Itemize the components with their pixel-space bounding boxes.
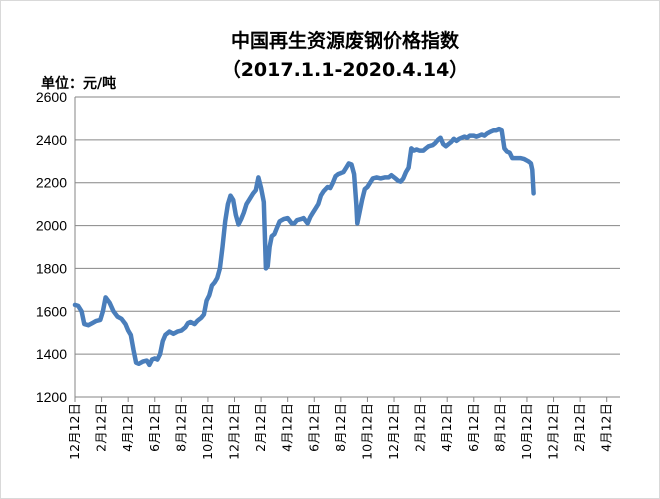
x-tick-label: 8月12日: [492, 403, 507, 452]
y-tick-label: 1400: [36, 346, 67, 362]
chart-title: 中国再生资源废钢价格指数: [231, 29, 460, 52]
y-tick-label: 2600: [36, 89, 67, 105]
y-tick-label: 2400: [36, 132, 67, 148]
grid-lines: [75, 96, 620, 398]
x-tick-label: 12月12日: [546, 403, 561, 460]
x-tick-label: 6月12日: [147, 403, 162, 452]
x-tick-label: 4月12日: [439, 403, 454, 452]
y-tick-label: 1800: [36, 260, 67, 276]
x-tick-label: 4月12日: [599, 403, 614, 452]
x-tick-label: 2月12日: [413, 403, 428, 452]
y-tick-label: 2000: [36, 218, 67, 234]
y-tick-label: 1200: [36, 389, 67, 405]
x-tick-label: 6月12日: [306, 403, 321, 452]
x-tick-label: 2月12日: [94, 403, 109, 452]
x-tick-label: 4月12日: [120, 403, 135, 452]
x-tick-label: 6月12日: [466, 403, 481, 452]
x-tick-label: 2月12日: [572, 403, 587, 452]
x-tick-label: 10月12日: [519, 403, 534, 460]
x-tick-label: 8月12日: [333, 403, 348, 452]
x-tick-label: 12月12日: [67, 403, 82, 460]
y-axis-ticks: 2600 2400 2200 2000 1800 1600 1400 1200: [36, 89, 67, 405]
series-line: [72, 126, 536, 368]
x-tick-label: 12月12日: [227, 403, 242, 460]
x-tick-label: 4月12日: [280, 403, 295, 452]
x-axis-ticks: 12月12日 2月12日 4月12日 6月12日 8月12日 10月12日 12月12日 2月…: [67, 397, 614, 460]
series-group: [72, 126, 536, 368]
x-tick-label: 10月12日: [359, 403, 374, 460]
y-tick-label: 1600: [36, 303, 67, 319]
y-axis-unit-label: 单位：元/吨: [41, 75, 116, 92]
chart-subtitle: （2017.1.1-2020.4.14）: [222, 58, 469, 81]
x-tick-label: 12月12日: [386, 403, 401, 460]
x-tick-label: 8月12日: [173, 403, 188, 452]
y-tick-label: 2200: [36, 175, 67, 191]
x-tick-label: 2月12日: [253, 403, 268, 452]
x-tick-label: 10月12日: [200, 403, 215, 460]
